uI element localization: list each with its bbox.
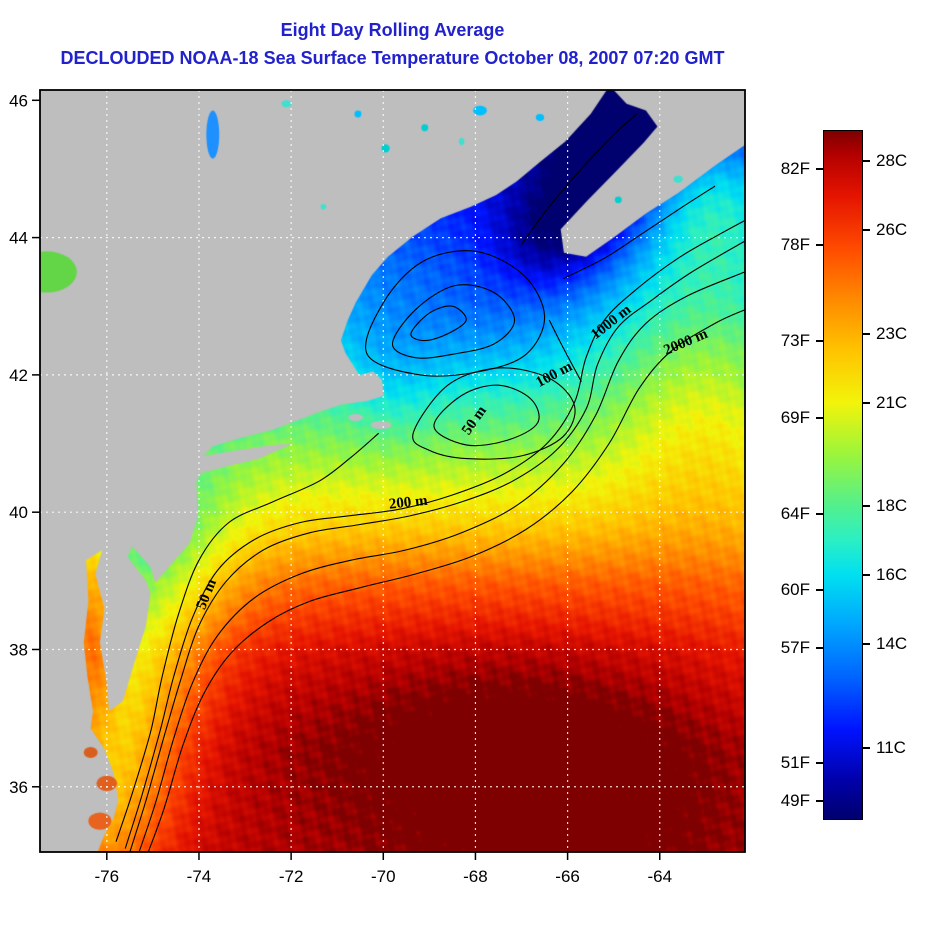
contour-path (562, 185, 716, 280)
y-tick-label: 42 (9, 366, 28, 385)
contour-label: 200 m (388, 493, 429, 513)
colorbar-gradient (823, 130, 863, 820)
colorbar-tick-mark (816, 244, 823, 247)
plot-frame (39, 89, 746, 853)
contour-path (410, 305, 467, 342)
colorbar-fahrenheit-label: 82F (780, 158, 810, 178)
colorbar-tick-mark (816, 416, 823, 419)
colorbar-tick-mark (863, 574, 870, 577)
y-tick-label: 44 (9, 229, 28, 248)
colorbar-celsius-label: 26C (876, 220, 908, 240)
colorbar-celsius-label: 23C (876, 323, 908, 343)
x-tick-label: -72 (279, 867, 304, 886)
title-block: Eight Day Rolling Average DECLOUDED NOAA… (40, 20, 745, 69)
contour-label: 2000 m (661, 326, 710, 359)
colorbar-fahrenheit-label: 49F (780, 791, 810, 811)
sst-map-canvas (40, 90, 745, 852)
y-tick-label: 36 (9, 778, 28, 797)
colorbar-tick-mark (816, 800, 823, 803)
contour-label: 100 m (533, 358, 575, 391)
x-tick-label: -76 (95, 867, 120, 886)
colorbar-tick-mark (863, 746, 870, 749)
x-tick-label: -66 (555, 867, 580, 886)
contour-path (391, 284, 516, 359)
colorbar-tick-mark (863, 505, 870, 508)
colorbar-tick-mark (816, 589, 823, 592)
figure-title: Eight Day Rolling Average (280, 20, 505, 40)
colorbar-fahrenheit-label: 69F (780, 407, 810, 427)
colorbar-tick-mark (816, 167, 823, 170)
colorbar-tick-mark (863, 401, 870, 404)
contour-path (433, 384, 540, 447)
contour-path (138, 271, 746, 853)
colorbar-tick-mark (863, 332, 870, 335)
contour-path (548, 319, 582, 383)
colorbar-fahrenheit-label: 51F (780, 752, 810, 772)
y-tick-label: 40 (9, 503, 28, 522)
colorbar-tick-mark (816, 512, 823, 515)
colorbar-fahrenheit-label: 73F (780, 331, 810, 351)
figure-subtitle: DECLOUDED NOAA-18 Sea Surface Temperatur… (60, 48, 725, 68)
y-tick-label: 46 (9, 91, 28, 110)
colorbar-celsius-label: 28C (876, 151, 908, 171)
colorbar-fahrenheit-label: 57F (780, 637, 810, 657)
colorbar-fahrenheit-label: 78F (780, 235, 810, 255)
colorbar-fahrenheit-label: 64F (780, 503, 810, 523)
colorbar-tick-mark (816, 340, 823, 343)
x-tick-label: -70 (371, 867, 396, 886)
colorbar-tick-mark (863, 229, 870, 232)
colorbar-celsius-label: 11C (876, 737, 906, 757)
colorbar-fahrenheit-label: 60F (780, 580, 810, 600)
contour-label: 50 m (459, 403, 490, 438)
x-tick-label: -74 (187, 867, 212, 886)
contour-path (521, 113, 638, 245)
contour-path (147, 309, 746, 853)
y-tick-label: 38 (9, 640, 28, 659)
x-tick-label: -64 (647, 867, 672, 886)
contour-path (124, 219, 746, 849)
contour-path (115, 432, 380, 842)
contour-path (129, 240, 746, 853)
colorbar-tick-mark (863, 643, 870, 646)
contour-path (365, 250, 546, 377)
colorbar-celsius-label: 16C (876, 565, 908, 585)
colorbar-celsius-label: 18C (876, 496, 908, 516)
colorbar-tick-mark (816, 646, 823, 649)
colorbar-tick-mark (863, 160, 870, 163)
colorbar-celsius-label: 14C (876, 634, 908, 654)
colorbar-tick-mark (816, 761, 823, 764)
colorbar-celsius-label: 21C (876, 392, 908, 412)
x-tick-label: -68 (463, 867, 488, 886)
